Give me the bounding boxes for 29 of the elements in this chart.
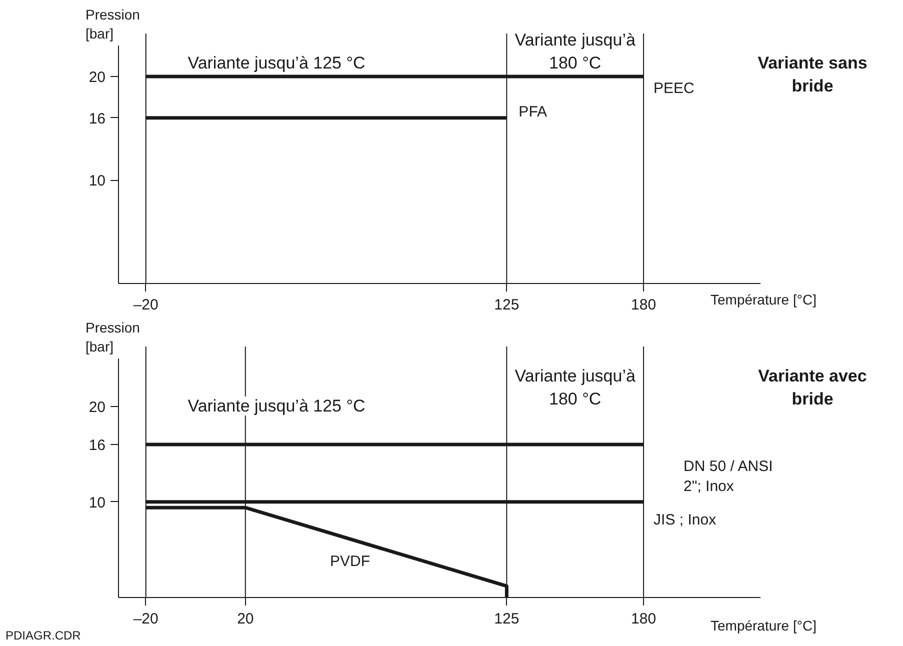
text: Variante sans bride (758, 54, 868, 96)
x-tick-label: 180 (631, 296, 656, 314)
y-tick-label: 20 (88, 398, 106, 416)
annotation: Variante jusqu’à 180 °C (514, 366, 636, 408)
series-label: PFA (518, 103, 548, 120)
series-label: JIS ; Inox (654, 511, 717, 528)
x-tick-label: 180 (631, 610, 656, 628)
text: DN 50 / ANSI 2"; Inox (684, 458, 773, 496)
x-tick-label: –20 (133, 296, 158, 314)
y-tick-label: 10 (88, 494, 106, 512)
text: PDIAGR.CDR (6, 628, 82, 642)
y-axis-title: Pression [bar] (86, 6, 140, 42)
y-tick-label: 16 (88, 110, 106, 128)
y-tick-label: 16 (88, 437, 106, 454)
y-tick-label: 20 (88, 69, 106, 86)
y-axis-title: Pression [bar] (86, 319, 140, 354)
x-tick-label: –20 (133, 610, 158, 628)
annotation: Variante jusqu’à 180 °C (514, 30, 636, 72)
series-label: PEEC (654, 80, 695, 98)
x-tick-label: 20 (237, 610, 254, 628)
x-tick-label: 125 (494, 296, 520, 314)
series-label: PVDF (330, 552, 370, 570)
annotation: Variante jusqu’à 125 °C (188, 396, 366, 416)
y-tick-label: 10 (88, 172, 106, 190)
text: Variante avec bride (758, 366, 867, 408)
x-axis-title: Température [°C] (710, 618, 816, 634)
x-axis-title: Température [°C] (710, 292, 816, 308)
x-tick-label: 125 (494, 610, 520, 628)
annotation: Variante jusqu’à 125 °C (188, 54, 366, 72)
